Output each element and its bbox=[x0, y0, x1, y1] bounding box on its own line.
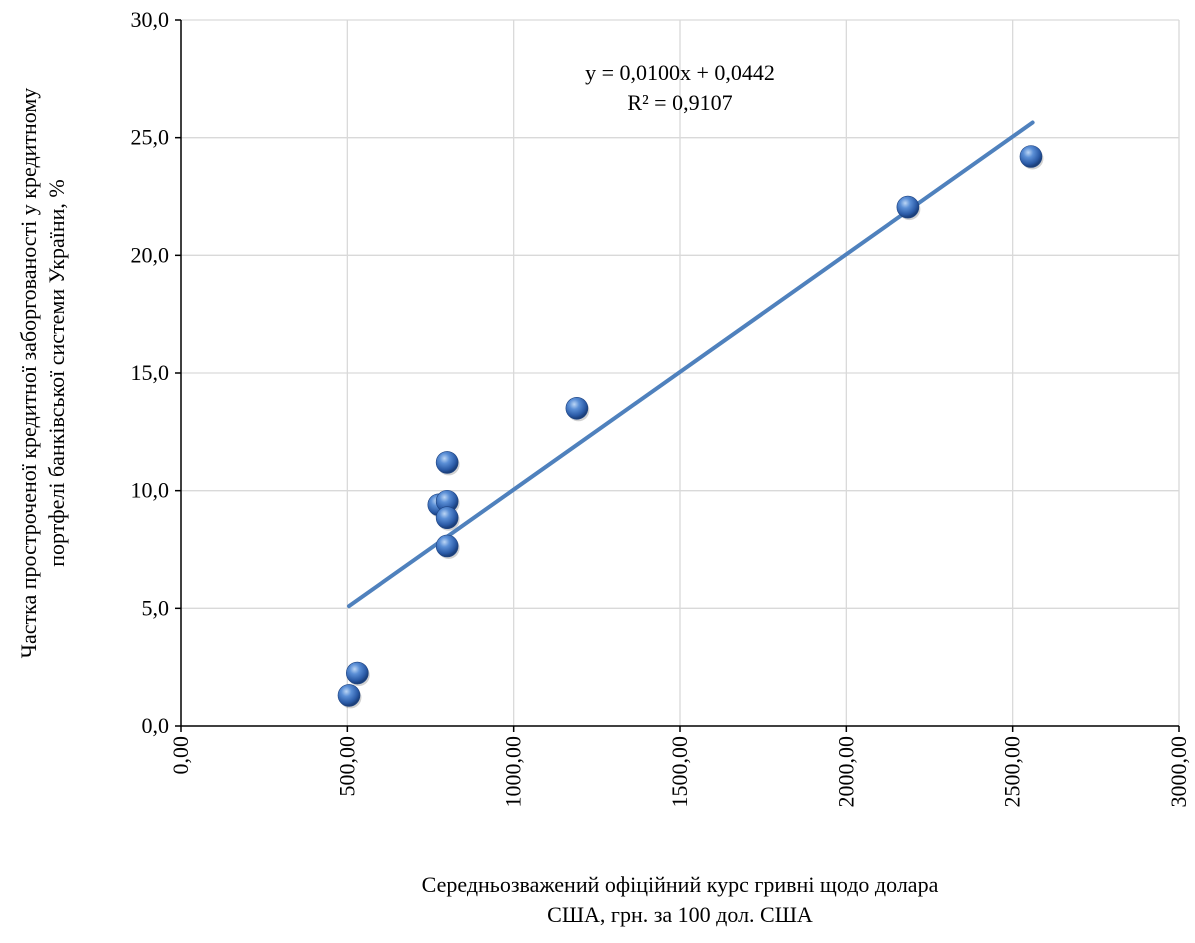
y-tick-label-4: 20,0 bbox=[131, 242, 170, 267]
x-tick-label-4: 2000,00 bbox=[833, 736, 858, 808]
y-axis-title-line-1: Частка простроченої кредитної заборгован… bbox=[16, 88, 41, 659]
data-point-3 bbox=[435, 451, 460, 476]
x-axis-title-line-1: Середньозважений офіційний курс гривні щ… bbox=[422, 872, 939, 897]
data-point-marker bbox=[337, 684, 361, 707]
trendline-equation: y = 0,0100x + 0,0442 R² = 0,9107 bbox=[585, 60, 775, 115]
y-tick-label-2: 10,0 bbox=[131, 478, 170, 503]
data-point-marker bbox=[435, 506, 459, 530]
data-point-9 bbox=[1019, 145, 1044, 170]
equation-label: y = 0,0100x + 0,0442 bbox=[585, 60, 775, 85]
y-axis-title-line-2: портфелі банківської системи України, % bbox=[44, 179, 69, 566]
y-tick-label-5: 25,0 bbox=[131, 125, 170, 150]
trendline-group bbox=[346, 120, 1035, 609]
data-point-0 bbox=[337, 684, 362, 709]
y-axis-title: Частка простроченої кредитної заборгован… bbox=[16, 88, 69, 659]
data-point-5 bbox=[435, 506, 460, 531]
trendline bbox=[346, 120, 1035, 609]
y-tick-label-6: 30,0 bbox=[131, 7, 170, 32]
x-tick-label-0: 0,00 bbox=[168, 736, 193, 775]
data-point-marker bbox=[346, 661, 369, 685]
x-tick-label-1: 500,00 bbox=[334, 736, 359, 797]
x-axis-title: Середньозважений офіційний курс гривні щ… bbox=[422, 872, 939, 927]
axes bbox=[175, 19, 1180, 732]
x-tick-label-5: 2500,00 bbox=[1000, 736, 1025, 808]
y-tick-label-3: 15,0 bbox=[131, 360, 170, 385]
data-points bbox=[337, 145, 1044, 709]
y-tick-label-0: 0,0 bbox=[142, 713, 170, 738]
data-point-marker bbox=[896, 195, 920, 219]
y-tick-label-1: 5,0 bbox=[142, 595, 170, 620]
data-point-7 bbox=[565, 396, 590, 422]
data-point-marker bbox=[565, 396, 589, 420]
data-point-6 bbox=[435, 534, 460, 559]
data-point-8 bbox=[896, 195, 921, 221]
x-tick-label-2: 1000,00 bbox=[501, 736, 526, 808]
data-point-1 bbox=[346, 661, 370, 687]
data-point-marker bbox=[435, 534, 459, 558]
x-axis-title-line-2: США, грн. за 100 дол. США bbox=[547, 902, 813, 927]
data-point-marker bbox=[435, 451, 459, 474]
tick-labels: 0,0 5,0 10,0 15,0 20,0 25,0 30,0 0,00 500,00 1000… bbox=[131, 7, 1192, 808]
x-tick-label-3: 1500,00 bbox=[667, 736, 692, 808]
r-squared-label: R² = 0,9107 bbox=[627, 90, 732, 115]
data-point-marker bbox=[1019, 145, 1043, 168]
x-tick-label-6: 3000,00 bbox=[1166, 736, 1191, 808]
